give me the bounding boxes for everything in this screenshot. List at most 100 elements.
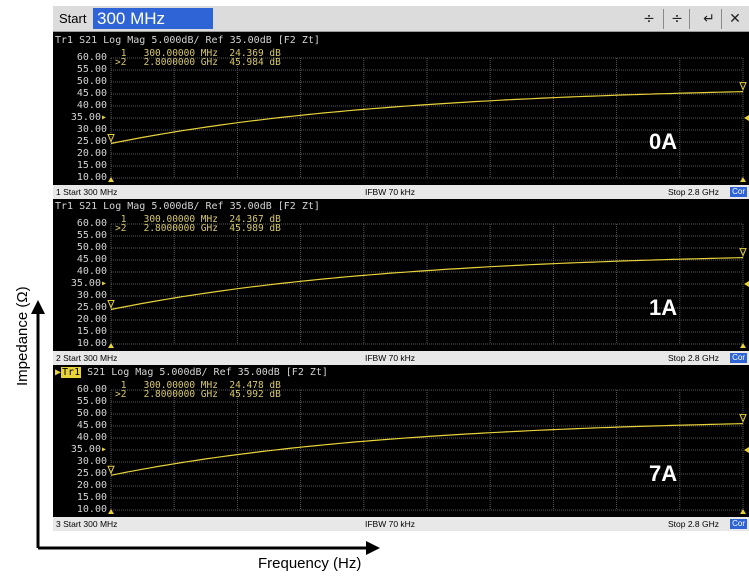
close-icon[interactable]: ✕ xyxy=(729,11,741,27)
marker-1-icon xyxy=(107,465,115,475)
y-tick-label: 60.00 xyxy=(76,384,107,395)
marker-2-icon xyxy=(739,82,747,91)
trace-window-1[interactable]: Tr1 S21 Log Mag 5.000dB/ Ref 35.00dB [F2… xyxy=(53,33,749,199)
y-tick-label: 15.00 xyxy=(76,160,107,171)
y-tick-label: 10.00 xyxy=(76,504,107,515)
y-tick-label: 45.00 xyxy=(76,254,107,265)
y-tick-label: 30.00 xyxy=(76,124,107,135)
trace-window-3[interactable]: ▶Tr1 S21 Log Mag 5.000dB/ Ref 35.00dB [F… xyxy=(53,365,749,531)
step-up-down-icon[interactable]: ÷ xyxy=(671,11,683,27)
trace-header: Tr1 S21 Log Mag 5.000dB/ Ref 35.00dB [F2… xyxy=(55,34,320,47)
status-stop[interactable]: Stop 2.8 GHz xyxy=(667,353,719,363)
trace-id[interactable]: Tr1 xyxy=(55,35,74,46)
trace-line xyxy=(110,91,744,145)
status-start[interactable]: 3 Start 300 MHz xyxy=(56,519,118,529)
y-tick-label: 20.00 xyxy=(76,314,107,325)
status-start[interactable]: 2 Start 300 MHz xyxy=(56,353,118,363)
marker-2-readout: >2 2.8000000 GHz 45.989 dB xyxy=(115,223,281,234)
y-tick-label: 50.00 xyxy=(76,408,107,419)
correction-badge: Cor xyxy=(730,187,747,197)
divider xyxy=(721,9,722,29)
enter-icon[interactable]: ↵ xyxy=(703,11,715,27)
y-tick-label: 40.00 xyxy=(76,266,107,277)
y-tick-label: 20.00 xyxy=(76,148,107,159)
y-tick-label: 35.00▸ xyxy=(70,278,107,289)
plot-area xyxy=(107,223,749,348)
y-tick-label: 10.00 xyxy=(76,172,107,183)
marker-1-readout: 1 300.00000 MHz 24.367 dB xyxy=(115,214,281,225)
status-stop[interactable]: Stop 2.8 GHz xyxy=(667,519,719,529)
y-tick-label: 40.00 xyxy=(76,100,107,111)
marker-2-icon xyxy=(739,414,747,423)
y-axis-title: Impedance (Ω) xyxy=(14,286,31,386)
entry-label: Start xyxy=(59,11,87,26)
y-axis-arrow-icon xyxy=(31,300,45,314)
marker-1-icon xyxy=(107,300,115,309)
y-tick-label: 10.00 xyxy=(76,338,107,349)
status-start[interactable]: 1 Start 300 MHz xyxy=(56,187,118,197)
marker-1-readout: 1 300.00000 MHz 24.478 dB xyxy=(115,380,281,391)
y-tick-label: 60.00 xyxy=(76,218,107,229)
y-tick-label: 45.00 xyxy=(76,420,107,431)
y-tick-label: 15.00 xyxy=(76,492,107,503)
y-tick-label: 50.00 xyxy=(76,76,107,87)
ref-level-icon: ▸ xyxy=(100,444,107,455)
channel-status-bar: 2 Start 300 MHz IFBW 70 kHz Stop 2.8 GHz… xyxy=(53,351,749,365)
trace-settings: S21 Log Mag 5.000dB/ Ref 35.00dB [F2 Zt] xyxy=(73,35,320,46)
y-tick-label: 30.00 xyxy=(76,290,107,301)
trace-window-2[interactable]: Tr1 S21 Log Mag 5.000dB/ Ref 35.00dB [F2… xyxy=(53,199,749,365)
y-tick-label: 35.00▸ xyxy=(70,444,107,455)
y-tick-label: 55.00 xyxy=(76,396,107,407)
stop-marker-icon xyxy=(740,343,746,348)
divider xyxy=(663,9,664,29)
trace-header: ▶Tr1 S21 Log Mag 5.000dB/ Ref 35.00dB [F… xyxy=(55,366,328,379)
start-marker-icon xyxy=(108,509,114,514)
entry-value-field[interactable]: 300 MHz xyxy=(93,8,213,29)
correction-badge: Cor xyxy=(730,519,747,529)
y-tick-label: 25.00 xyxy=(76,302,107,313)
status-ifbw[interactable]: IFBW 70 kHz xyxy=(365,187,416,197)
marker-readout: 1 300.00000 MHz 24.478 dB >2 2.8000000 GH… xyxy=(115,380,281,400)
plot-area xyxy=(107,389,749,514)
y-tick-label: 60.00 xyxy=(76,52,107,63)
plot-area xyxy=(107,57,749,182)
status-ifbw[interactable]: IFBW 70 kHz xyxy=(365,353,416,363)
step-up-down-icon[interactable]: ÷ xyxy=(643,11,655,27)
status-ifbw[interactable]: IFBW 70 kHz xyxy=(365,519,416,529)
trace-line xyxy=(110,423,744,476)
y-tick-label: 15.00 xyxy=(76,326,107,337)
current-label: 1A xyxy=(649,295,678,320)
ref-level-icon: ▸ xyxy=(100,278,107,289)
current-label: 0A xyxy=(649,129,678,154)
current-label: 7A xyxy=(649,461,678,486)
trace-settings: S21 Log Mag 5.000dB/ Ref 35.00dB [F2 Zt] xyxy=(73,201,320,212)
trace-id[interactable]: Tr1 xyxy=(61,367,82,378)
y-tick-label: 55.00 xyxy=(76,230,107,241)
ref-level-right-icon xyxy=(744,447,749,453)
trace-id[interactable]: Tr1 xyxy=(55,201,74,212)
y-tick-label: 20.00 xyxy=(76,480,107,491)
start-marker-icon xyxy=(108,343,114,348)
marker-2-readout: >2 2.8000000 GHz 45.984 dB xyxy=(115,57,281,68)
stop-marker-icon xyxy=(740,509,746,514)
trace-settings: S21 Log Mag 5.000dB/ Ref 35.00dB [F2 Zt] xyxy=(81,367,328,378)
marker-1-icon xyxy=(107,134,115,143)
status-stop[interactable]: Stop 2.8 GHz xyxy=(667,187,719,197)
y-tick-label: 25.00 xyxy=(76,468,107,479)
stop-marker-icon xyxy=(740,177,746,182)
correction-badge: Cor xyxy=(730,353,747,363)
marker-1-readout: 1 300.00000 MHz 24.369 dB xyxy=(115,48,281,59)
y-tick-label: 50.00 xyxy=(76,242,107,253)
channel-status-bar: 1 Start 300 MHz IFBW 70 kHz Stop 2.8 GHz… xyxy=(53,185,749,199)
marker-readout: 1 300.00000 MHz 24.367 dB >2 2.8000000 GH… xyxy=(115,214,281,234)
y-tick-label: 35.00▸ xyxy=(70,112,107,123)
network-analyzer-screen: Start 300 MHz ÷ ÷ ↵ ✕ Tr1 S21 Log Mag 5.… xyxy=(53,6,749,531)
y-tick-label: 40.00 xyxy=(76,432,107,443)
y-tick-label: 55.00 xyxy=(76,64,107,75)
y-tick-label: 30.00 xyxy=(76,456,107,467)
marker-2-readout: >2 2.8000000 GHz 45.992 dB xyxy=(115,389,281,400)
ref-level-right-icon xyxy=(744,115,749,121)
trace-line xyxy=(110,257,744,311)
divider xyxy=(689,9,690,29)
